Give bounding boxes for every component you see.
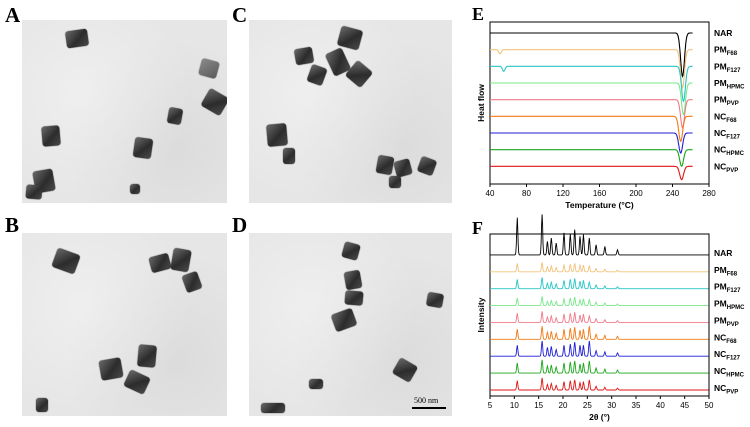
series-label: PMF68 [714, 265, 738, 278]
crystal-particle [389, 176, 401, 188]
crystal-particle [344, 290, 364, 306]
series-line [490, 326, 709, 340]
x-tick-label: 15 [534, 401, 543, 410]
xrd-chart: F 5 10 15 20 25 30 35 40 45 50 2θ (°) Intensity NAR P… [472, 214, 745, 422]
crystal-particle [170, 247, 192, 273]
series-label: NCF127 [714, 349, 741, 362]
x-tick-label: 35 [632, 401, 641, 410]
x-tick-label: 200 [629, 189, 643, 198]
x-tick-label: 5 [488, 401, 493, 410]
x-tick-label: 160 [593, 189, 607, 198]
x-tick-label: 50 [705, 401, 714, 410]
series-line [490, 377, 709, 391]
crystal-particle [425, 291, 445, 309]
scale-bar-label: 500 nm [414, 396, 439, 405]
series-label: PMHPMC [714, 78, 745, 91]
tem-image-d: 500 nm [249, 233, 452, 416]
crystal-particle [375, 154, 395, 176]
series-label: PMF68 [714, 45, 738, 58]
series-line [490, 132, 693, 154]
series-label: PMHPMC [714, 299, 745, 312]
series-line [490, 99, 693, 130]
x-tick-label: 240 [666, 189, 680, 198]
crystal-particle [309, 379, 323, 389]
x-tick-label: 45 [680, 401, 689, 410]
crystal-particle [132, 136, 154, 160]
panel-label-f: F [472, 218, 483, 238]
series-label: PMF127 [714, 61, 741, 74]
panel-label-c: C [232, 3, 248, 27]
scale-bar [412, 407, 446, 409]
series-line [490, 311, 709, 323]
x-tick-label: 25 [583, 401, 592, 410]
series-line [490, 214, 709, 256]
panel-label-b: B [5, 213, 20, 237]
y-axis-label: Heat flow [476, 84, 486, 122]
y-axis-label: Intensity [476, 297, 486, 332]
series-line [490, 82, 693, 116]
crystal-particle [293, 46, 315, 66]
tem-image-b [22, 233, 227, 416]
crystal-particle [261, 403, 285, 413]
series-line [490, 115, 693, 143]
x-tick-label: 10 [510, 401, 519, 410]
plot-frame [489, 21, 710, 185]
series-line [490, 165, 693, 181]
series-line [490, 49, 693, 90]
dsc-chart: E 40 80 120 160 200 240 280 Temperature (°C) Hea… [472, 4, 745, 210]
series-line [490, 340, 709, 357]
panel-label-e: E [472, 4, 484, 24]
series-label: NCF68 [714, 111, 737, 124]
series-line [490, 65, 693, 103]
plot-frame [489, 233, 710, 397]
crystal-particle [36, 398, 48, 412]
x-tick-label: 80 [522, 189, 531, 198]
x-axis-label: 2θ (°) [589, 412, 610, 422]
panel-label-a: A [5, 3, 21, 27]
series-label: NCPVP [714, 161, 738, 174]
crystal-particle [137, 344, 157, 368]
tem-image-a [22, 20, 227, 203]
crystal-particle [41, 125, 61, 147]
crystal-particle [64, 28, 90, 49]
series-label: PMF127 [714, 282, 741, 295]
series-label: PMPVP [714, 315, 739, 328]
series-line [490, 277, 709, 290]
crystal-particle [283, 148, 295, 164]
series-line [490, 296, 709, 307]
series-label: NCHPMC [714, 145, 745, 158]
series-label: NCHPMC [714, 366, 745, 379]
series-label: NAR [714, 248, 732, 258]
series-label: NAR [714, 28, 732, 38]
tem-image-c [249, 20, 452, 203]
crystal-particle [98, 357, 124, 381]
x-axis-label: Temperature (°C) [565, 200, 634, 210]
series-line [490, 32, 693, 78]
crystal-particle [25, 184, 43, 200]
crystal-particle [266, 123, 288, 147]
series-line [490, 359, 709, 374]
series-label: NCPVP [714, 383, 738, 396]
x-tick-label: 280 [702, 189, 716, 198]
crystal-particle [130, 184, 140, 194]
series-label: NCF127 [714, 128, 741, 141]
crystal-particle [166, 106, 184, 126]
x-tick-label: 20 [559, 401, 568, 410]
series-label: PMPVP [714, 95, 739, 108]
x-tick-label: 40 [486, 189, 495, 198]
series-label: NCF68 [714, 332, 737, 345]
series-line [490, 262, 709, 273]
series-line [490, 149, 693, 168]
x-tick-label: 40 [656, 401, 665, 410]
crystal-particle [343, 269, 363, 291]
panel-label-d: D [232, 213, 248, 237]
x-tick-label: 120 [556, 189, 570, 198]
x-tick-label: 30 [607, 401, 616, 410]
